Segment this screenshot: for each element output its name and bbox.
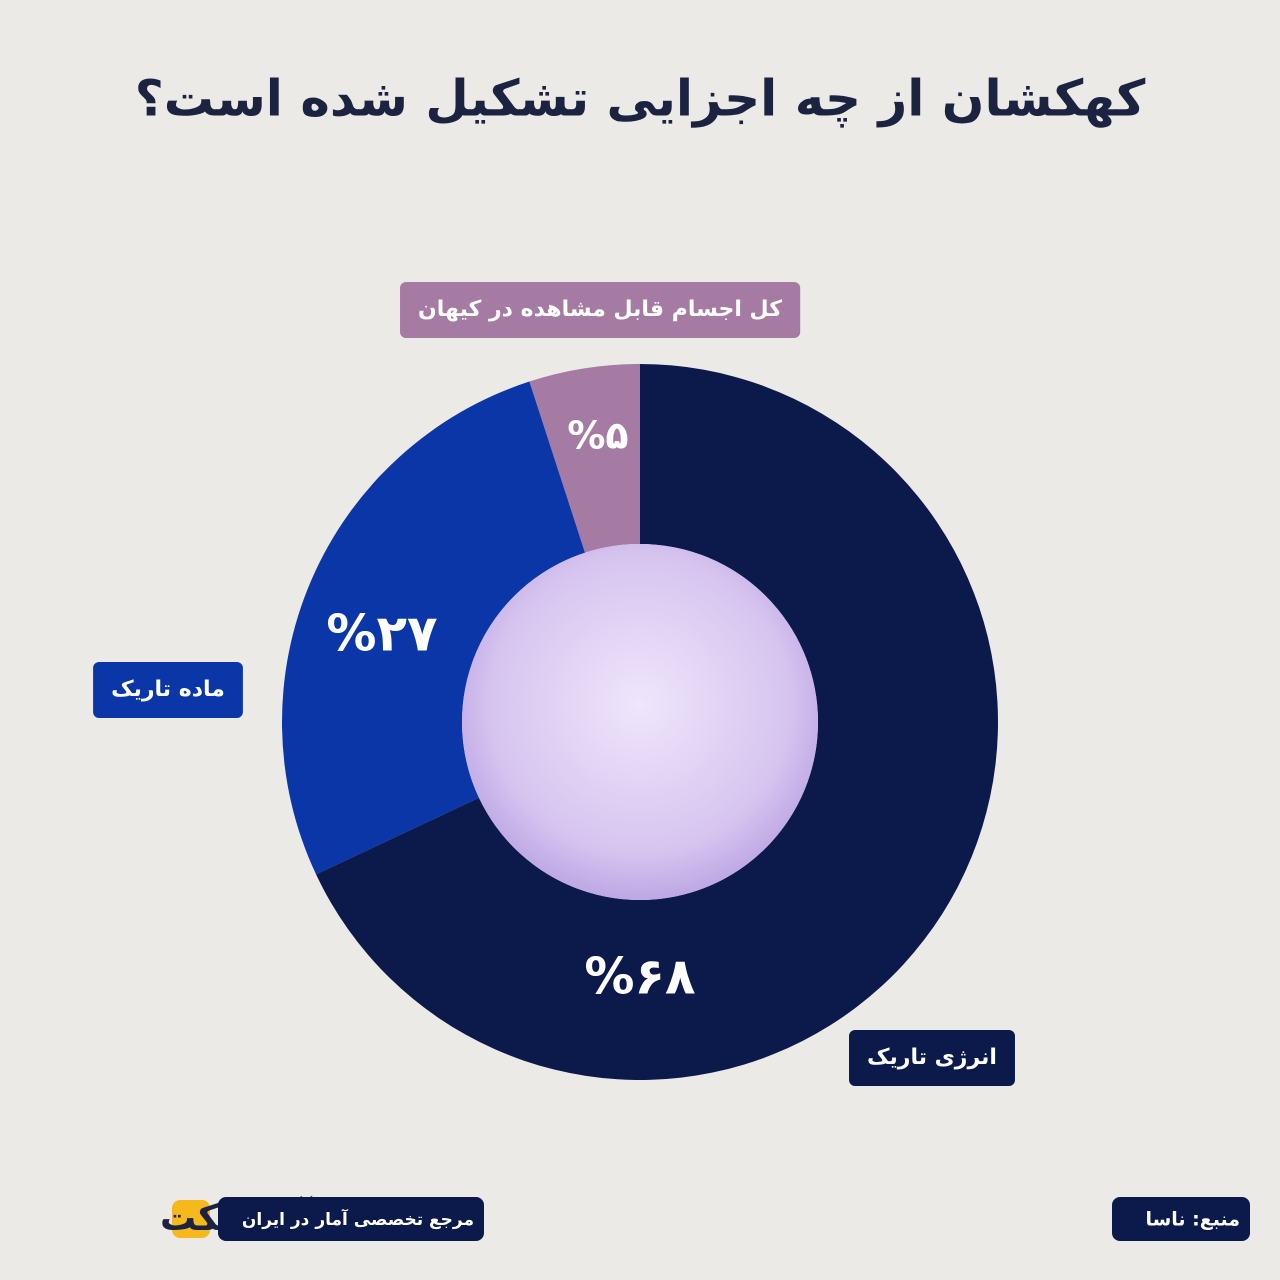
value-label: %۲۷ — [326, 605, 437, 663]
category-label: انرژی تاریک — [849, 1030, 1015, 1086]
labels: %۵ کل اجسام قابل مشاهده در کیهان %۲۷ ماده ت… — [93, 282, 1015, 1086]
category-box — [849, 1030, 1015, 1086]
slice — [316, 364, 999, 1080]
category-label: کل اجسام قابل مشاهده در کیهان — [400, 282, 801, 338]
tagline-box — [218, 1197, 484, 1241]
value-label: %۵ — [567, 414, 628, 458]
donut-core — [462, 544, 818, 900]
category-label: ماده تاریک — [93, 662, 243, 718]
value-label: %۶۸ — [584, 948, 695, 1006]
slice — [281, 381, 585, 875]
category-box — [93, 662, 243, 718]
source: منبع: ناسا — [1145, 1209, 1240, 1231]
category-text: انرژی تاریک — [867, 1045, 997, 1070]
source-box — [1112, 1197, 1250, 1241]
slice — [529, 364, 640, 553]
category-box — [400, 282, 801, 338]
logo-icon — [172, 1200, 210, 1238]
tagline: مرجع تخصصی آمار در ایران — [242, 1208, 474, 1230]
chart-title: کهکشان از چه اجزایی تشکیل شده است؟ — [135, 70, 1146, 129]
category-text: کل اجسام قابل مشاهده در کیهان — [418, 297, 782, 322]
category-text: ماده تاریک — [111, 677, 225, 702]
donut — [281, 364, 999, 1080]
footer: آمارفکت مرجع تخصصی آمار در ایران منبع: ن… — [160, 1195, 1250, 1241]
